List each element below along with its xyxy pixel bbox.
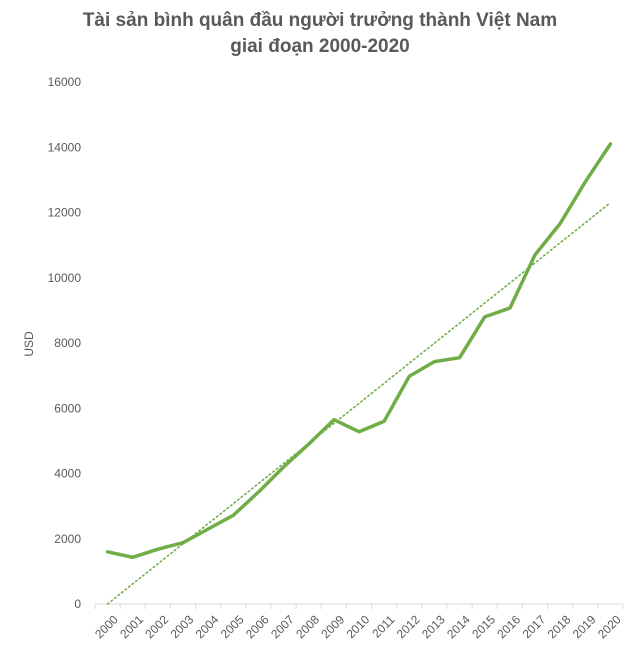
x-tick-label: 2014: [444, 612, 473, 641]
chart-title-line-1: Tài sản bình quân đầu người trưởng thành…: [82, 10, 558, 31]
chart-title-line-2: giai đoạn 2000-2020: [230, 36, 410, 57]
x-tick-label: 2012: [394, 612, 423, 641]
x-tick-label: 2011: [369, 612, 397, 640]
x-tick-label: 2010: [344, 612, 373, 641]
y-axis: 0 2000 4000 6000 8000 10000 12000 14000 16000: [48, 75, 82, 611]
x-tick-label: 2018: [545, 612, 574, 641]
y-tick-label: 10000: [48, 271, 82, 285]
x-tick-label: 2009: [318, 612, 347, 641]
y-axis-label: USD: [22, 331, 36, 357]
series-layer: [105, 142, 613, 605]
x-tick-label: 2016: [494, 612, 523, 641]
x-tick-label: 2019: [570, 612, 599, 641]
chart-title: Tài sản bình quân đầu người trưởng thành…: [0, 8, 640, 60]
y-tick-label: 0: [74, 597, 81, 611]
x-axis: 2000200120022003200420052006200720082009…: [92, 603, 624, 641]
y-tick-label: 2000: [54, 532, 81, 546]
x-tick-label: 2002: [142, 612, 171, 641]
x-tick-label: 2017: [520, 612, 549, 641]
x-tick-label: 2015: [469, 612, 498, 641]
trendline: [106, 201, 612, 605]
y-tick-label: 12000: [48, 206, 82, 220]
y-tick-label: 6000: [54, 401, 81, 415]
x-tick-label: 2005: [218, 612, 247, 641]
y-tick-label: 14000: [48, 140, 82, 154]
y-tick-label: 4000: [54, 467, 81, 481]
x-tick-label: 2004: [193, 612, 222, 641]
x-tick-label: 2007: [268, 612, 297, 641]
x-tick-label: 2001: [117, 612, 146, 641]
series-line: [105, 142, 613, 560]
y-tick-label: 8000: [54, 336, 81, 350]
x-tick-label: 2003: [168, 612, 197, 641]
x-tick-label: 2020: [595, 612, 624, 641]
x-tick-label: 2013: [419, 612, 448, 641]
x-tick-label: 2006: [243, 612, 272, 641]
x-tick-label: 2000: [92, 612, 121, 641]
x-tick-label: 2008: [293, 612, 322, 641]
y-tick-label: 16000: [48, 75, 82, 89]
